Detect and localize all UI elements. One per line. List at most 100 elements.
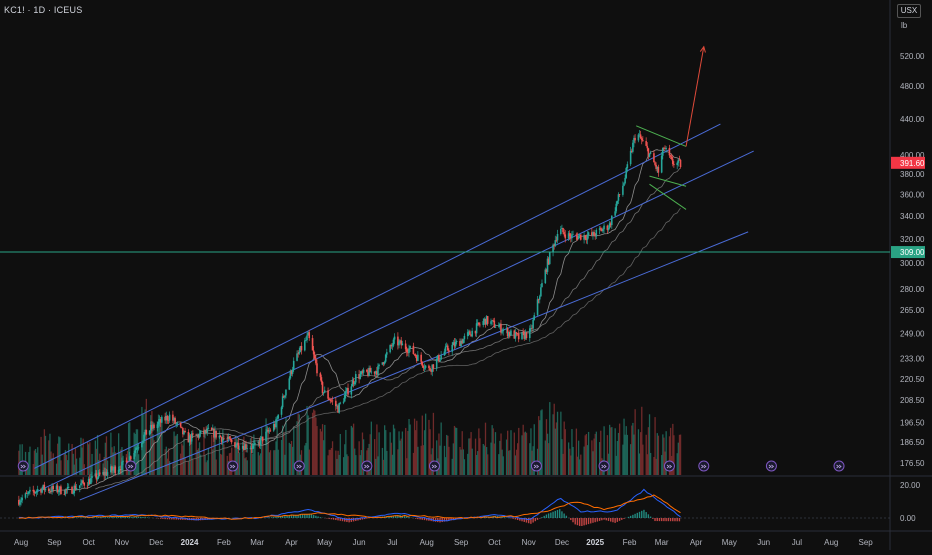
volume-bar [305,443,306,475]
macd-histogram-bar [599,518,600,521]
volume-bar [45,436,46,475]
volume-bar [417,447,418,475]
candle-body [304,340,306,350]
candle-body [351,386,353,394]
event-marker-icon [599,461,609,471]
volume-bar [337,451,338,475]
candle-body [235,445,237,447]
macd-histogram-bar [102,517,103,518]
volume-bar [270,450,271,475]
volume-bar [653,457,654,475]
last-price-label: 391.60 [900,159,925,168]
candle-body [398,341,400,345]
volume-bar [423,445,424,475]
candle-body [254,443,256,444]
price-tick-label: 186.50 [900,438,925,447]
candle-body [405,344,407,350]
candle-body [296,353,298,360]
volume-bar [330,450,331,475]
volume-bar [416,421,417,475]
candle-body [630,151,632,164]
volume-bar [503,456,504,475]
candle-body [327,390,329,398]
time-tick-label: Aug [420,538,434,547]
support-level-label: 309.00 [900,248,925,257]
candle-body [281,407,283,415]
volume-bar [626,426,627,475]
event-marker-icon [362,461,372,471]
volume-bar [35,449,36,475]
candle-body [510,330,512,335]
volume-bar [622,445,623,475]
candle-body [415,355,417,357]
volume-bar [285,417,286,475]
volume-bar [252,454,253,475]
time-tick-label: May [317,538,332,547]
candle-body [246,448,248,449]
volume-bar [631,426,632,475]
volume-bar [275,441,276,475]
candle-body [180,423,182,427]
macd-histogram-bar [617,518,618,522]
candle-body [45,489,47,491]
macd-histogram-bar [269,517,270,518]
currency-button[interactable]: USX [897,4,921,18]
volume-bar [400,441,401,475]
time-tick-label: 2025 [586,538,604,547]
candle-body [363,370,365,373]
candle-body [557,234,559,240]
macd-histogram-bar [661,518,662,521]
volume-bar [625,435,626,475]
volume-bar [486,447,487,475]
event-marker-icon [766,461,776,471]
candle-body [138,447,140,448]
volume-bar [313,409,314,475]
macd-histogram-bar [583,518,584,525]
macd-histogram-bar [566,516,567,518]
time-tick-label: Aug [14,538,28,547]
candle-body [79,485,81,488]
candle-body [276,419,278,420]
candle-body [584,235,586,238]
candle-body [91,476,93,478]
macd-histogram-bar [645,512,646,518]
macd-histogram-bar [577,518,578,525]
volume-bar [469,438,470,475]
volume-bar [306,406,307,475]
macd-histogram-bar [634,514,635,518]
candle-body [619,194,621,195]
candle-body [83,483,85,486]
candle-body [623,183,625,186]
candle-body [580,234,582,239]
candle-body [237,443,239,449]
volume-bar [524,432,525,475]
candle-body [663,148,665,149]
volume-bar [247,460,248,475]
volume-bar [322,424,323,475]
macd-histogram-bar [169,518,170,519]
candle-body [149,431,151,435]
macd-histogram-bar [579,518,580,526]
volume-bar [454,426,455,475]
macd-histogram-bar [320,517,321,518]
candle-body [332,401,334,402]
macd-histogram-bar [284,516,285,518]
volume-bar [498,454,499,475]
candle-body [328,399,330,400]
macd-histogram-bar [548,513,549,518]
volume-bar [386,451,387,475]
volume-bar [73,454,74,475]
macd-histogram-bar [559,509,560,518]
volume-bar [321,431,322,475]
candle-body [549,252,551,264]
candle-body [142,441,144,443]
candle-body [345,391,347,395]
time-tick-label: Apr [690,538,703,547]
macd-histogram-bar [543,516,544,518]
macd-histogram-bar [652,518,653,519]
time-tick-label: Sep [454,538,469,547]
macd-histogram-bar [82,517,83,518]
candle-body [32,490,34,491]
